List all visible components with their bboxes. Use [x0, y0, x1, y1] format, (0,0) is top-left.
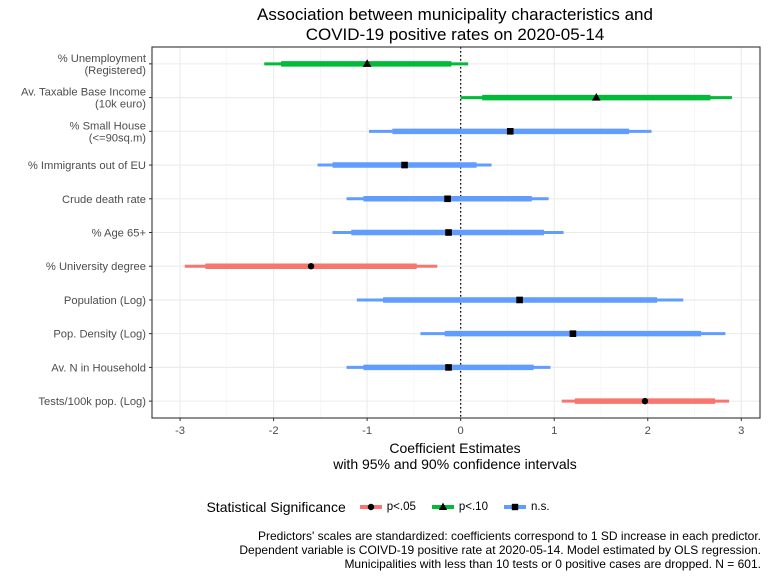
caption: Predictors' scales are standardized: coe… — [239, 529, 761, 571]
estimate-point — [445, 229, 452, 236]
caption-line-3: Municipalities with less than 10 tests o… — [344, 557, 761, 571]
y-tick-label: Pop. Density (Log) — [53, 329, 146, 341]
legend-label-p10: p<.10 — [458, 501, 488, 513]
y-tick-label: Tests/100k pop. (Log) — [38, 396, 146, 408]
y-tick-label: (Registered) — [84, 65, 146, 77]
x-tick-label: -2 — [269, 425, 279, 437]
x-tick-label: 1 — [551, 425, 557, 437]
caption-line-1: Predictors' scales are standardized: coe… — [258, 529, 761, 543]
legend: Statistical Significance p<.05 p<.10 n.s… — [0, 497, 768, 517]
x-axis-label: Coefficient Estimates with 95% and 90% c… — [150, 440, 760, 472]
estimate-point — [444, 195, 451, 203]
x-axis-label-line-1: Coefficient Estimates — [389, 440, 521, 456]
y-tick-label: (<=90sq.m) — [89, 132, 146, 144]
legend-label-ns: n.s. — [530, 501, 550, 513]
x-tick-label: -1 — [362, 425, 372, 437]
y-tick-label: % Unemployment — [58, 53, 147, 65]
legend-title: Statistical Significance — [206, 499, 346, 515]
estimate-point — [307, 263, 315, 270]
estimate-point — [592, 92, 601, 101]
estimate-point — [641, 397, 649, 405]
y-tick-label: Population (Log) — [64, 295, 146, 307]
estimate-point — [506, 128, 514, 135]
x-tick-label: 3 — [738, 425, 744, 437]
x-tick-label: -3 — [175, 425, 185, 437]
chart-title-line-1: Association between municipality charact… — [257, 5, 653, 24]
estimate-point — [362, 59, 372, 67]
chart-title: Association between municipality charact… — [150, 5, 760, 45]
y-tick-label: % University degree — [46, 261, 146, 273]
estimate-point — [569, 330, 577, 337]
y-tick-label: % Immigrants out of EU — [28, 160, 146, 172]
y-tick-label: % Age 65+ — [92, 228, 146, 240]
estimate-point — [445, 364, 452, 371]
x-axis-label-line-2: with 95% and 90% confidence intervals — [333, 456, 577, 472]
legend-key-p10 — [431, 502, 454, 510]
estimate-point — [516, 296, 523, 304]
y-tick-label: % Small House — [70, 120, 146, 132]
x-tick-label: 0 — [458, 425, 464, 437]
y-tick-label: Crude death rate — [62, 194, 146, 206]
y-tick-label: Av. N in Household — [51, 362, 146, 374]
estimate-point — [401, 161, 408, 169]
legend-label-p05: p<.05 — [386, 501, 416, 513]
caption-line-2: Dependent variable is COIVD-19 positive … — [239, 543, 761, 557]
x-tick-label: 2 — [645, 425, 651, 437]
y-tick-label: Av. Taxable Base Income — [21, 87, 146, 99]
chart-title-line-2: COVID-19 positive rates on 2020-05-14 — [305, 25, 605, 44]
legend-key-ns — [503, 503, 526, 511]
y-tick-label: (10k euro) — [95, 99, 146, 111]
legend-key-p05 — [359, 503, 382, 511]
